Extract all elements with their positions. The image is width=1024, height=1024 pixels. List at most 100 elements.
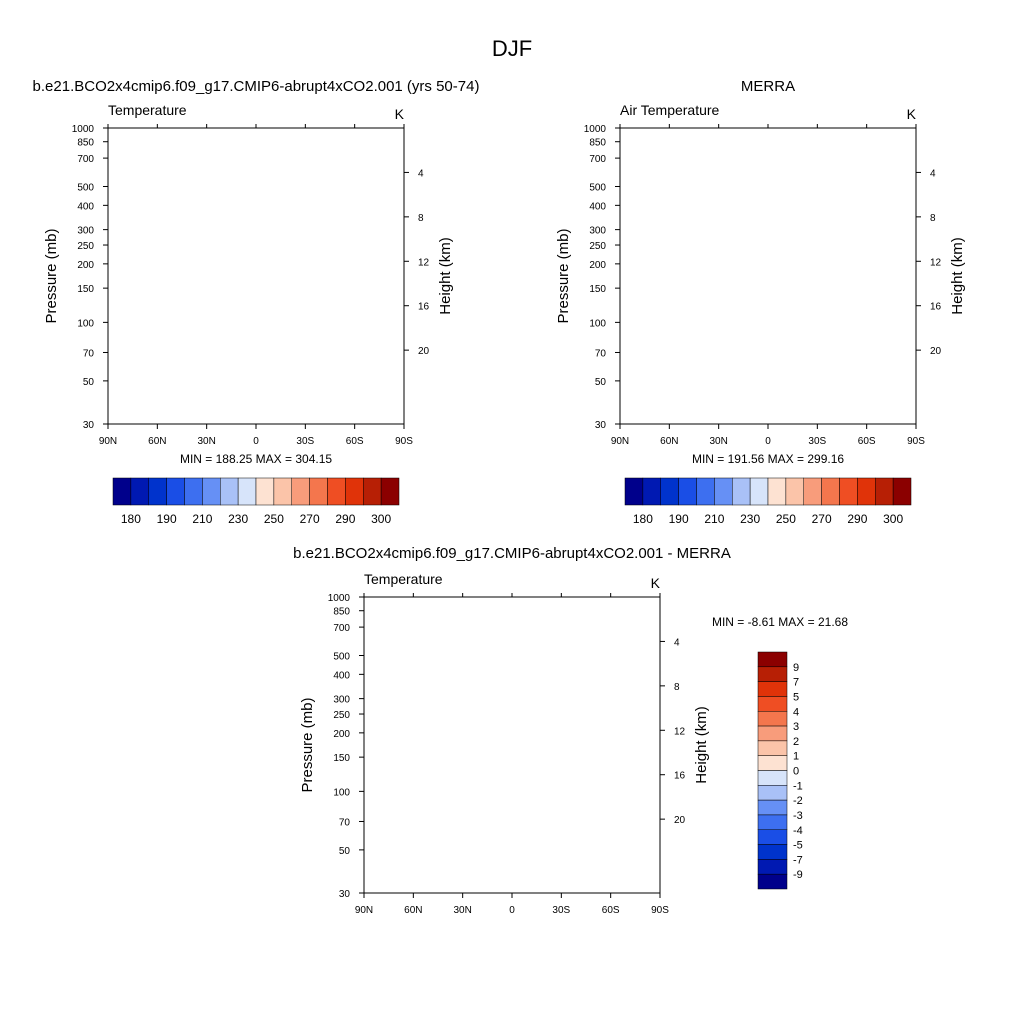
lat-tick-label: 60S — [858, 436, 876, 447]
colorbar: 180 190 210 230 250 270 290 300 — [624, 477, 912, 526]
pressure-axis-title: Pressure (mb) — [555, 228, 572, 323]
colorbar-label: 210 — [704, 512, 724, 526]
pressure-tick-label: 150 — [589, 284, 606, 295]
lat-tick-label: 60N — [148, 436, 166, 447]
panel3-title: b.e21.BCO2x4cmip6.f09_g17.CMIP6-abrupt4x… — [293, 545, 731, 562]
colorbar-swatch — [363, 477, 382, 506]
height-tick-label: 16 — [930, 302, 942, 313]
height-axis-title: Height (km) — [949, 237, 966, 315]
lat-tick-label: 60N — [660, 436, 678, 447]
colorbar-label: 270 — [300, 512, 320, 526]
colorbar-label: 290 — [335, 512, 355, 526]
pressure-tick-label: 400 — [589, 201, 606, 212]
panel1-units: K — [395, 106, 405, 122]
pressure-tick-label: 200 — [589, 260, 606, 271]
panel2-title: MERRA — [741, 78, 795, 95]
colorbar-swatch — [785, 477, 805, 506]
colorbar-label: 230 — [228, 512, 248, 526]
panel2-units: K — [907, 106, 917, 122]
pressure-tick-label: 70 — [595, 348, 607, 359]
colorbar-label: 190 — [669, 512, 689, 526]
height-tick-label: 8 — [418, 213, 424, 224]
lat-tick-label: 60S — [346, 436, 364, 447]
colorbar-swatch — [642, 477, 662, 506]
lat-tick-label: 90N — [611, 436, 629, 447]
panel2-variable-label: Air Temperature — [620, 102, 720, 118]
lat-tick-label: 90S — [907, 436, 925, 447]
colorbar-swatch — [624, 477, 644, 506]
pressure-tick-label: 1000 — [584, 124, 607, 135]
lat-tick-label: 0 — [765, 436, 771, 447]
colorbar-swatch — [660, 477, 679, 506]
colorbar-swatch — [767, 477, 787, 506]
plot-frame — [619, 127, 917, 425]
pressure-tick-label: 400 — [77, 201, 94, 212]
pressure-tick-label: 100 — [77, 318, 94, 329]
colorbar-label: 180 — [633, 512, 653, 526]
pressure-tick-label: 300 — [77, 226, 94, 237]
pressure-tick-label: 500 — [77, 183, 94, 194]
pressure-tick-label: 500 — [589, 183, 606, 194]
panel3-units: K — [651, 575, 661, 591]
panel2-stats: MIN = 191.56 MAX = 299.16 — [692, 452, 844, 466]
pressure-tick-label: 250 — [589, 241, 606, 252]
colorbar-swatch — [202, 477, 221, 506]
colorbar-swatch — [130, 477, 150, 506]
colorbar-swatch — [875, 477, 894, 506]
panel1-title: b.e21.BCO2x4cmip6.f09_g17.CMIP6-abrupt4x… — [33, 78, 480, 95]
pressure-tick-label: 250 — [77, 241, 94, 252]
colorbar-swatch — [714, 477, 733, 506]
colorbar-swatch — [345, 477, 364, 506]
height-tick-label: 4 — [930, 168, 936, 179]
lat-tick-label: 0 — [253, 436, 259, 447]
pressure-tick-label: 70 — [83, 348, 95, 359]
lat-tick-label: 30S — [296, 436, 314, 447]
colorbar-swatch — [732, 477, 751, 506]
colorbar-swatch — [892, 477, 912, 506]
height-tick-label: 20 — [418, 346, 430, 357]
colorbar-label: 230 — [740, 512, 760, 526]
colorbar-swatch — [857, 477, 876, 506]
pressure-tick-label: 100 — [589, 318, 606, 329]
colorbar-swatch — [821, 477, 840, 506]
height-axis-title: Height (km) — [437, 237, 454, 315]
lat-tick-label: 30S — [808, 436, 826, 447]
panel3-variable-label: Temperature — [364, 571, 443, 587]
colorbar-label: 270 — [812, 512, 832, 526]
colorbar-swatch — [220, 477, 239, 506]
colorbar-swatch — [255, 477, 275, 506]
height-tick-label: 4 — [418, 168, 424, 179]
colorbar-swatch — [148, 477, 167, 506]
colorbar: 180 190 210 230 250 270 290 300 — [112, 477, 400, 526]
colorbar-label: 250 — [264, 512, 284, 526]
height-tick-label: 16 — [418, 302, 430, 313]
plot-frame — [107, 127, 405, 425]
colorbar-swatch — [380, 477, 400, 506]
colorbar-label: 190 — [157, 512, 177, 526]
pressure-tick-label: 150 — [77, 284, 94, 295]
pressure-tick-label: 850 — [589, 138, 606, 149]
pressure-tick-label: 300 — [589, 226, 606, 237]
colorbar-swatch — [696, 477, 715, 506]
panel1-stats: MIN = 188.25 MAX = 304.15 — [180, 452, 332, 466]
pressure-tick-label: 50 — [595, 377, 607, 388]
colorbar-swatch — [166, 477, 185, 506]
colorbar-label: 250 — [776, 512, 796, 526]
colorbar-label: 180 — [121, 512, 141, 526]
colorbar-swatch — [273, 477, 293, 506]
pressure-tick-label: 1000 — [72, 124, 95, 135]
height-tick-label: 8 — [930, 213, 936, 224]
lat-tick-label: 90S — [395, 436, 413, 447]
panel-2: 3050701001502002503004005007008501000481… — [555, 124, 966, 526]
colorbar-label: 300 — [371, 512, 391, 526]
panel1-variable-label: Temperature — [108, 102, 187, 118]
height-tick-label: 12 — [418, 257, 430, 268]
colorbar-swatch — [291, 477, 310, 506]
pressure-tick-label: 700 — [77, 154, 94, 165]
height-tick-label: 20 — [930, 346, 942, 357]
colorbar-swatch — [184, 477, 203, 506]
colorbar-swatch — [803, 477, 822, 506]
colorbar-swatch — [749, 477, 769, 506]
height-tick-label: 12 — [930, 257, 942, 268]
